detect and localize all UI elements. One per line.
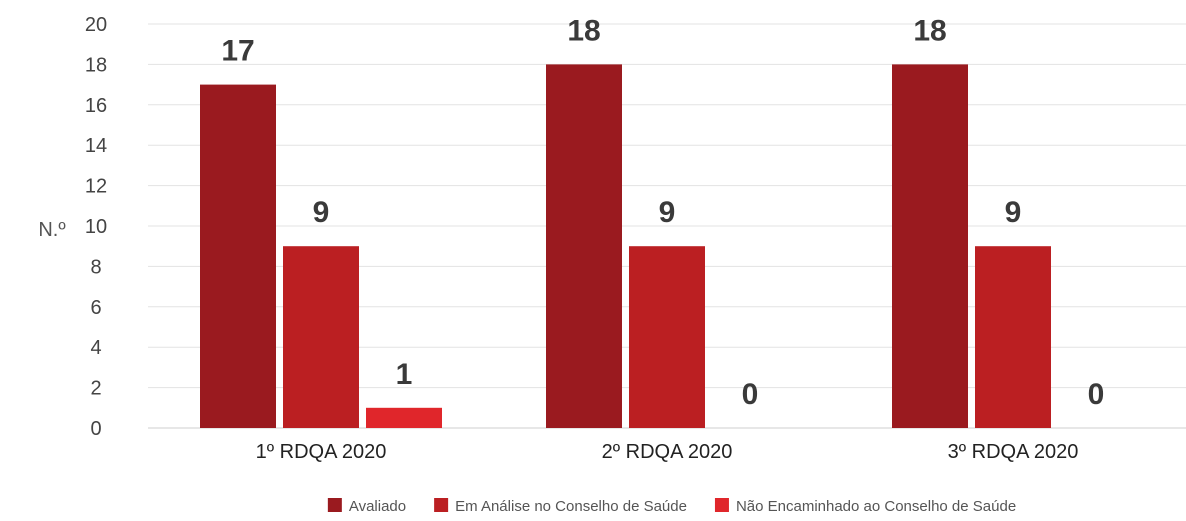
legend-label: Em Análise no Conselho de Saúde [455,498,687,515]
x-axis: 1º RDQA 2020 2º RDQA 2020 3º RDQA 2020 [256,441,1079,463]
y-tick-label: 18 [85,54,107,76]
legend-label: Avaliado [349,498,406,515]
y-axis-title: N.º [38,219,66,241]
data-label: 9 [313,196,330,229]
y-tick-label: 0 [90,418,101,440]
legend-swatch [434,498,449,512]
legend-item: Avaliado [327,498,406,515]
legend-swatch [327,498,342,512]
y-tick-label: 2 [90,378,101,400]
data-labels: 17 9 1 18 9 0 18 9 0 [221,14,1104,411]
legend-item: Não Encaminhado ao Conselho de Saúde [714,498,1016,515]
bar [283,246,359,428]
data-label: 0 [742,378,759,411]
bar [200,84,276,428]
legend-swatch [714,498,729,512]
bars [200,64,1051,429]
y-tick-label: 16 [85,95,107,117]
x-tick-label: 2º RDQA 2020 [602,441,733,463]
y-tick-label: 10 [85,216,107,238]
y-tick-label: 4 [90,337,101,359]
bar [629,246,705,428]
data-label: 9 [1005,196,1022,229]
y-tick-label: 20 [85,14,107,36]
y-tick-label: 6 [90,297,101,319]
y-tick-label: 12 [85,176,107,198]
data-label: 9 [659,196,676,229]
legend-item: Em Análise no Conselho de Saúde [434,498,687,515]
y-tick-label: 8 [90,256,101,278]
bar [892,64,968,429]
data-label: 18 [567,14,600,47]
data-label: 17 [221,35,254,68]
data-label: 18 [913,14,946,47]
y-axis: 0 2 4 6 8 10 12 14 16 18 20 [85,14,107,440]
x-tick-label: 1º RDQA 2020 [256,441,387,463]
y-tick-label: 14 [85,135,107,157]
x-tick-label: 3º RDQA 2020 [948,441,1079,463]
bar [975,246,1051,428]
data-label: 0 [1088,378,1105,411]
bar [546,64,622,429]
legend-label: Não Encaminhado ao Conselho de Saúde [736,498,1016,515]
legend: Avaliado Em Análise no Conselho de Saúde N… [327,498,1016,515]
data-label: 1 [396,358,413,391]
bar [366,407,442,428]
